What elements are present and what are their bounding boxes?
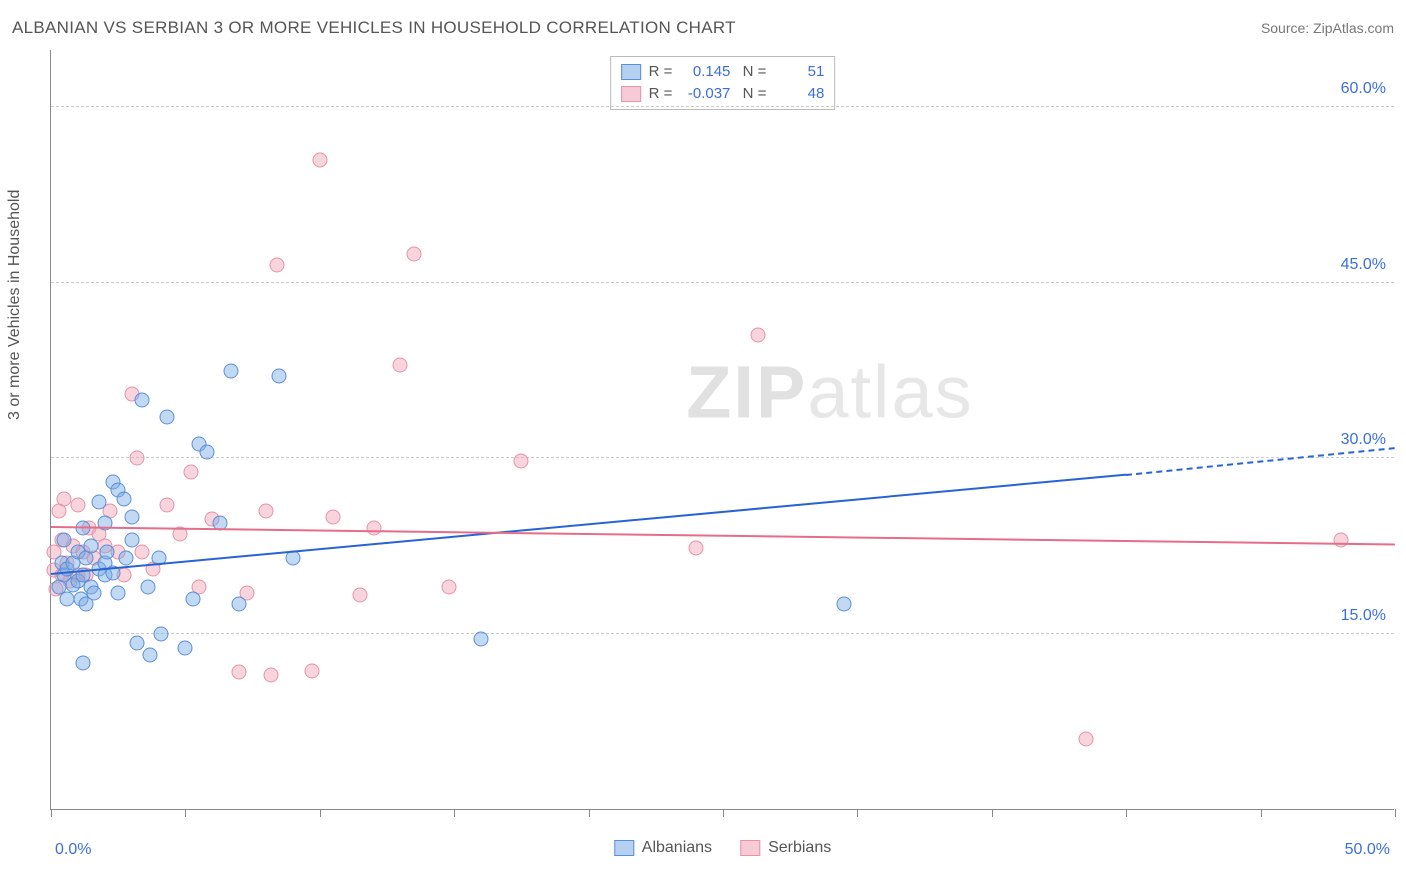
data-point-a bbox=[92, 494, 107, 509]
data-point-a bbox=[186, 591, 201, 606]
data-point-b bbox=[232, 665, 247, 680]
x-tick bbox=[992, 809, 993, 817]
legend-row-albanians: R =0.145 N =51 bbox=[621, 61, 825, 83]
data-point-a bbox=[76, 655, 91, 670]
data-point-a bbox=[100, 544, 115, 559]
data-point-b bbox=[1078, 731, 1093, 746]
x-tick bbox=[320, 809, 321, 817]
chart-title: ALBANIAN VS SERBIAN 3 OR MORE VEHICLES I… bbox=[12, 18, 736, 38]
data-point-b bbox=[159, 498, 174, 513]
data-point-a bbox=[272, 369, 287, 384]
data-point-b bbox=[264, 667, 279, 682]
data-point-a bbox=[199, 445, 214, 460]
data-point-b bbox=[326, 509, 341, 524]
data-point-a bbox=[119, 550, 134, 565]
data-point-b bbox=[393, 357, 408, 372]
x-axis-min-label: 0.0% bbox=[55, 841, 91, 859]
data-point-a bbox=[143, 647, 158, 662]
data-point-b bbox=[750, 328, 765, 343]
legend-item-serbians: Serbians bbox=[740, 839, 831, 857]
x-tick bbox=[1126, 809, 1127, 817]
legend-item-albanians: Albanians bbox=[614, 839, 712, 857]
x-tick bbox=[723, 809, 724, 817]
data-point-a bbox=[474, 632, 489, 647]
swatch-serbians-icon bbox=[621, 86, 641, 102]
swatch-serbians-icon bbox=[740, 840, 760, 856]
gridline bbox=[51, 282, 1394, 283]
data-point-a bbox=[111, 585, 126, 600]
data-point-b bbox=[312, 153, 327, 168]
data-point-a bbox=[135, 392, 150, 407]
swatch-albanians-icon bbox=[621, 64, 641, 80]
watermark-text: ZIPatlas bbox=[686, 349, 973, 434]
data-point-a bbox=[124, 533, 139, 548]
data-point-b bbox=[304, 664, 319, 679]
x-tick bbox=[1395, 809, 1396, 817]
y-tick-label: 60.0% bbox=[1341, 80, 1386, 98]
data-point-b bbox=[689, 541, 704, 556]
data-point-a bbox=[130, 635, 145, 650]
gridline bbox=[51, 106, 1394, 107]
data-point-b bbox=[130, 451, 145, 466]
data-point-a bbox=[84, 538, 99, 553]
series-legend: Albanians Serbians bbox=[614, 839, 831, 857]
x-tick bbox=[589, 809, 590, 817]
chart-plot-area: ZIPatlas R =0.145 N =51 R =-0.037 N =48 … bbox=[50, 50, 1394, 810]
data-point-a bbox=[87, 585, 102, 600]
data-point-b bbox=[70, 498, 85, 513]
data-point-b bbox=[406, 246, 421, 261]
legend-row-serbians: R =-0.037 N =48 bbox=[621, 83, 825, 105]
data-point-b bbox=[259, 503, 274, 518]
chart-source: Source: ZipAtlas.com bbox=[1261, 20, 1394, 36]
trend-line bbox=[1126, 447, 1395, 476]
data-point-b bbox=[1334, 533, 1349, 548]
correlation-legend: R =0.145 N =51 R =-0.037 N =48 bbox=[610, 56, 836, 110]
data-point-b bbox=[514, 453, 529, 468]
y-tick-label: 15.0% bbox=[1341, 607, 1386, 625]
data-point-a bbox=[124, 509, 139, 524]
trend-line bbox=[51, 526, 1395, 546]
data-point-b bbox=[353, 588, 368, 603]
y-tick-label: 30.0% bbox=[1341, 431, 1386, 449]
y-tick-label: 45.0% bbox=[1341, 256, 1386, 274]
data-point-a bbox=[224, 363, 239, 378]
data-point-a bbox=[57, 533, 72, 548]
swatch-albanians-icon bbox=[614, 840, 634, 856]
x-tick bbox=[1261, 809, 1262, 817]
data-point-b bbox=[183, 465, 198, 480]
gridline bbox=[51, 457, 1394, 458]
data-point-a bbox=[116, 492, 131, 507]
data-point-b bbox=[269, 258, 284, 273]
data-point-a bbox=[154, 626, 169, 641]
data-point-b bbox=[441, 579, 456, 594]
x-tick bbox=[857, 809, 858, 817]
data-point-b bbox=[135, 544, 150, 559]
x-axis-max-label: 50.0% bbox=[1345, 841, 1390, 859]
x-tick bbox=[454, 809, 455, 817]
data-point-a bbox=[159, 410, 174, 425]
data-point-a bbox=[178, 640, 193, 655]
x-tick bbox=[51, 809, 52, 817]
data-point-a bbox=[836, 597, 851, 612]
data-point-a bbox=[140, 579, 155, 594]
gridline bbox=[51, 633, 1394, 634]
data-point-b bbox=[366, 521, 381, 536]
x-tick bbox=[185, 809, 186, 817]
y-axis-label: 3 or more Vehicles in Household bbox=[6, 190, 24, 420]
data-point-a bbox=[232, 597, 247, 612]
